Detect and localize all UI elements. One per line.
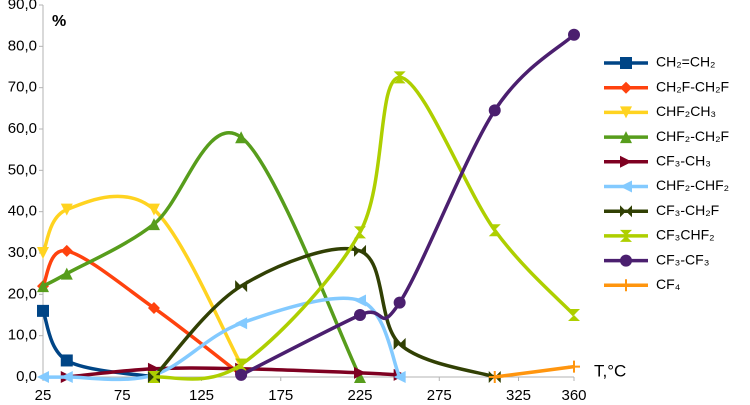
data-point [60, 267, 73, 280]
series-line [494, 364, 575, 379]
y-tick-label: 60,0 [8, 120, 37, 137]
data-point [568, 309, 580, 321]
series-line [152, 246, 496, 379]
y-tick-label: 0,0 [16, 368, 37, 385]
legend-label: CH₂F-CH₂F [656, 78, 729, 94]
legend-label: CF₃-CF₃ [656, 251, 709, 267]
data-point [147, 218, 160, 231]
x-tick-label: 125 [189, 387, 214, 404]
y-tick-label: 10,0 [8, 327, 37, 344]
series-line [41, 249, 243, 377]
legend-marker [620, 254, 632, 267]
data-point [235, 368, 248, 381]
legend-marker [620, 131, 632, 144]
legend-marker [620, 279, 632, 292]
data-point [60, 354, 73, 367]
x-tick-label: 25 [35, 387, 52, 404]
legend-label: CF₃-CH₃ [656, 153, 711, 169]
data-point [235, 317, 248, 330]
legend-marker [620, 180, 632, 193]
legend-label: CF₃-CH₂F [656, 202, 719, 218]
data-point [235, 280, 248, 293]
data-point [354, 309, 367, 321]
legend-label: CH₂=CH₂ [656, 54, 716, 70]
data-point [354, 244, 367, 257]
data-point [37, 371, 49, 383]
legend-label: CHF₂-CH₂F [656, 128, 729, 144]
data-point [60, 203, 73, 216]
data-point [393, 337, 406, 350]
data-point [488, 224, 501, 237]
data-point [354, 371, 367, 383]
legend-label: CF₃CHF₂ [656, 227, 715, 243]
y-tick-label: 20,0 [8, 285, 37, 302]
y-tick-label: 40,0 [8, 203, 37, 220]
x-tick-label: 325 [506, 387, 531, 404]
data-point [393, 371, 406, 383]
data-point [147, 301, 160, 314]
series-line [41, 310, 155, 379]
legend-label: CHF₂CH₃ [656, 103, 716, 119]
data-point [147, 371, 160, 383]
legend-marker [620, 229, 632, 242]
x-tick-label: 75 [114, 387, 131, 404]
legend-marker [620, 57, 632, 69]
series-line [240, 33, 576, 377]
data-point [568, 28, 580, 41]
data-point [354, 226, 367, 239]
y-tick-label: 80,0 [8, 37, 37, 54]
data-point [488, 371, 501, 383]
data-point [235, 131, 248, 144]
x-tick-label: 225 [347, 387, 372, 404]
legend-label: CHF₂-CHF₂ [656, 177, 729, 193]
data-point [147, 203, 160, 216]
x-tick-label: 275 [427, 387, 452, 404]
x-tick-label: 175 [268, 387, 293, 404]
data-point [393, 296, 406, 309]
x-axis-label: T,°C [594, 361, 626, 380]
data-point [60, 244, 73, 257]
legend-marker [620, 106, 632, 119]
data-point [37, 280, 49, 293]
data-point [393, 71, 406, 84]
y-tick-label: 30,0 [8, 244, 37, 261]
data-point [60, 371, 73, 383]
data-point [354, 366, 367, 379]
legend-label: CF₄ [656, 276, 681, 292]
y-axis-label: % [52, 13, 66, 30]
data-point [488, 104, 501, 117]
data-point [235, 358, 248, 371]
data-point [37, 304, 49, 317]
data-point [354, 294, 367, 307]
legend-marker [620, 205, 632, 218]
legend-marker [620, 155, 632, 168]
x-tick-label: 360 [561, 387, 586, 404]
data-point [37, 247, 49, 259]
y-tick-label: 90,0 [8, 0, 37, 13]
y-tick-label: 70,0 [8, 79, 37, 96]
y-tick-label: 50,0 [8, 161, 37, 178]
data-point [568, 360, 580, 373]
legend-marker [620, 81, 632, 94]
